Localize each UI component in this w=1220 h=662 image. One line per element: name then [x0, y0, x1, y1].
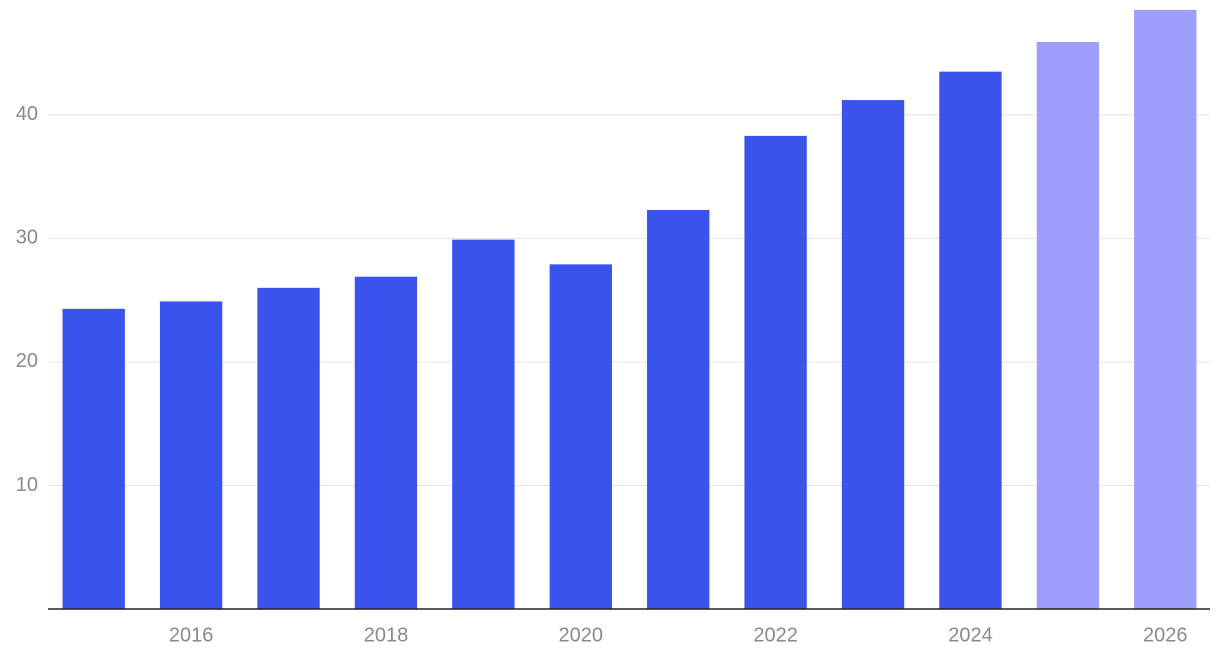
bar	[647, 210, 710, 609]
bar	[159, 301, 223, 609]
bar	[452, 239, 515, 609]
y-tick-label: 40	[16, 103, 38, 125]
x-tick-label: 2024	[948, 624, 993, 646]
bar	[257, 287, 320, 609]
y-tick-label: 30	[16, 227, 38, 249]
bar	[939, 71, 1002, 610]
bar	[549, 264, 612, 609]
bar	[62, 308, 125, 609]
bar	[744, 135, 807, 609]
y-tick-label: 10	[16, 474, 38, 496]
x-tick-label: 2018	[364, 624, 409, 646]
bar	[1134, 9, 1197, 610]
bar	[354, 276, 418, 609]
x-tick-label: 2022	[753, 624, 798, 646]
x-tick-label: 2020	[559, 624, 604, 646]
x-tick-label: 2016	[169, 624, 214, 646]
bar	[1036, 42, 1100, 609]
y-tick-label: 20	[16, 350, 38, 372]
x-tick-label: 2026	[1143, 624, 1188, 646]
bar	[841, 100, 905, 609]
